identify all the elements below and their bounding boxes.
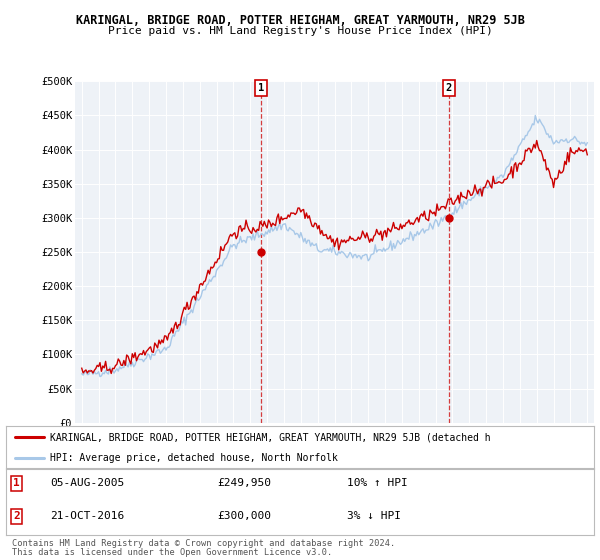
- Text: This data is licensed under the Open Government Licence v3.0.: This data is licensed under the Open Gov…: [12, 548, 332, 557]
- Text: 1: 1: [13, 478, 20, 488]
- Text: 2: 2: [446, 83, 452, 93]
- Text: £249,950: £249,950: [218, 478, 272, 488]
- Text: Contains HM Land Registry data © Crown copyright and database right 2024.: Contains HM Land Registry data © Crown c…: [12, 539, 395, 548]
- Text: HPI: Average price, detached house, North Norfolk: HPI: Average price, detached house, Nort…: [50, 454, 338, 463]
- Text: 3% ↓ HPI: 3% ↓ HPI: [347, 511, 401, 521]
- Text: 10% ↑ HPI: 10% ↑ HPI: [347, 478, 408, 488]
- Text: Price paid vs. HM Land Registry's House Price Index (HPI): Price paid vs. HM Land Registry's House …: [107, 26, 493, 36]
- Text: KARINGAL, BRIDGE ROAD, POTTER HEIGHAM, GREAT YARMOUTH, NR29 5JB: KARINGAL, BRIDGE ROAD, POTTER HEIGHAM, G…: [76, 14, 524, 27]
- Text: KARINGAL, BRIDGE ROAD, POTTER HEIGHAM, GREAT YARMOUTH, NR29 5JB (detached h: KARINGAL, BRIDGE ROAD, POTTER HEIGHAM, G…: [50, 432, 491, 442]
- Text: 05-AUG-2005: 05-AUG-2005: [50, 478, 124, 488]
- Text: 21-OCT-2016: 21-OCT-2016: [50, 511, 124, 521]
- Text: £300,000: £300,000: [218, 511, 272, 521]
- Text: 2: 2: [13, 511, 20, 521]
- Text: 1: 1: [257, 83, 264, 93]
